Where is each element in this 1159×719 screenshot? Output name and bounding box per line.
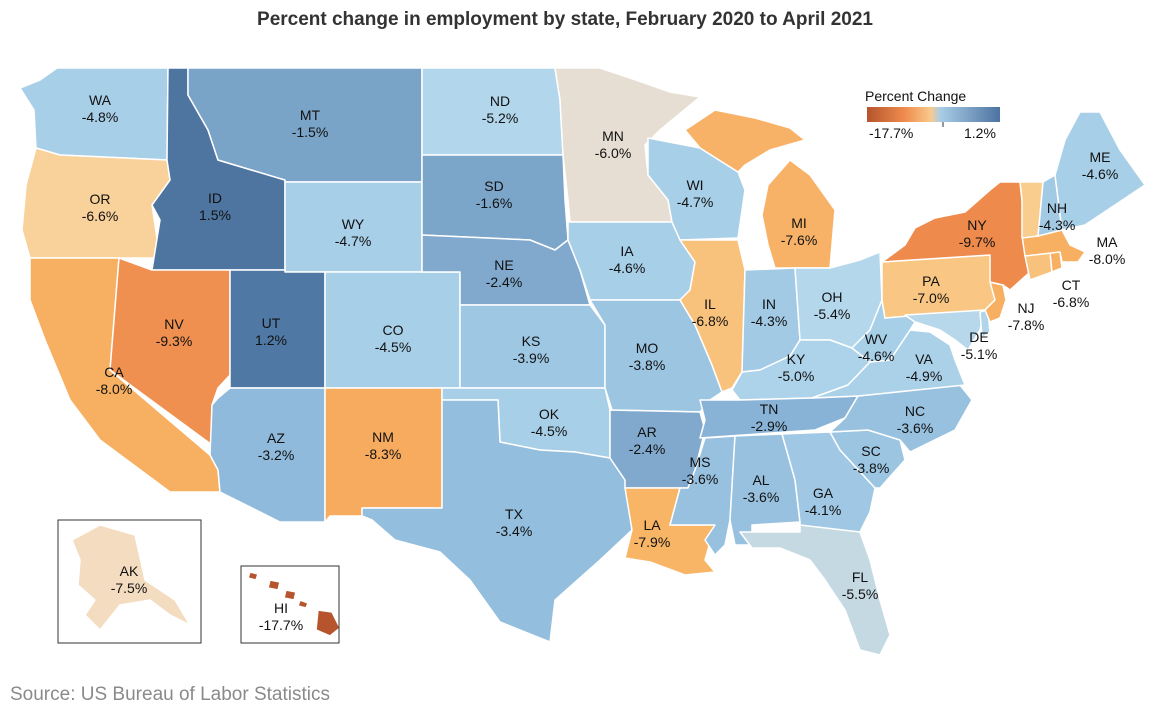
state-label: WA -4.8% [82, 92, 119, 125]
state-label: OR -6.6% [82, 191, 119, 224]
page-title: Percent change in employment by state, F… [257, 9, 873, 30]
state-label: MA -8.0% [1089, 234, 1126, 267]
state-label: AL -3.6% [743, 472, 780, 505]
state-ak[interactable] [71, 524, 191, 631]
state-label: NH -4.3% [1039, 200, 1076, 233]
states-layer [19, 67, 1146, 656]
state-label: CT -6.8% [1053, 277, 1090, 310]
state-label: MN -6.0% [595, 128, 632, 161]
state-label: AK -7.5% [111, 563, 148, 596]
state-ne[interactable] [421, 234, 591, 306]
state-label: NV -9.3% [156, 316, 193, 349]
state-label: IA -4.6% [609, 243, 646, 276]
state-label: OK -4.5% [531, 406, 568, 439]
state-label: ID 1.5% [199, 190, 231, 223]
state-label: SD -1.6% [476, 178, 513, 211]
state-label: CA -8.0% [96, 364, 133, 397]
state-label: MI -7.6% [781, 215, 818, 248]
state-label: IN -4.3% [751, 296, 788, 329]
state-nj[interactable] [984, 281, 1007, 323]
state-label: LA -7.9% [634, 517, 671, 550]
state-label: UT 1.2% [255, 315, 287, 348]
state-label: AZ -3.2% [258, 430, 295, 463]
state-label: PA -7.0% [913, 273, 950, 306]
state-label: MS -3.6% [682, 454, 719, 487]
state-label: FL -5.5% [842, 569, 879, 602]
state-fl[interactable] [739, 524, 891, 656]
state-label: CO -4.5% [375, 322, 412, 355]
state-label: VA -4.9% [906, 351, 943, 384]
state-label: NM -8.3% [365, 429, 402, 462]
state-label: KY -5.0% [778, 351, 815, 384]
state-nv[interactable] [109, 257, 231, 446]
state-or[interactable] [21, 147, 171, 259]
state-label: TN -2.9% [751, 401, 788, 434]
state-label: NE -2.4% [486, 257, 523, 290]
legend-max-label: 1.2% [964, 125, 996, 141]
state-label: NJ -7.8% [1008, 300, 1045, 333]
state-label: KS -3.9% [513, 333, 550, 366]
state-label: GA -4.1% [805, 485, 842, 518]
state-nh[interactable] [1037, 174, 1063, 237]
state-label: TX -3.4% [496, 506, 533, 539]
state-label: AR -2.4% [629, 424, 666, 457]
state-label: HI -17.7% [259, 600, 303, 633]
state-label: ME -4.6% [1082, 149, 1119, 182]
color-legend: Percent Change -17.7% 1.2% [865, 88, 1000, 141]
state-label: WY -4.7% [335, 216, 372, 249]
state-tx[interactable] [361, 399, 633, 643]
state-label: OH -5.4% [814, 289, 851, 322]
legend-title: Percent Change [865, 88, 966, 104]
state-label: MO -3.8% [629, 340, 666, 373]
state-hi[interactable] [247, 571, 341, 637]
state-label: ND -5.2% [482, 93, 519, 126]
state-il[interactable] [679, 239, 746, 393]
legend-color-bar [867, 107, 1000, 122]
source-note: Source: US Bureau of Labor Statistics [10, 684, 330, 705]
state-label: NC -3.6% [897, 403, 934, 436]
state-label: WV -4.6% [858, 331, 895, 364]
alaska-inset-frame [57, 519, 202, 644]
state-label: MT -1.5% [292, 107, 329, 140]
state-label: IL -6.8% [692, 296, 729, 329]
state-me[interactable] [1054, 111, 1146, 231]
state-label: WI -4.7% [677, 177, 714, 210]
state-labels: WA -4.8% OR -6.6% CA -8.0% ID 1.5% NV -9.3% M… [82, 92, 1126, 633]
state-label: NY -9.7% [959, 217, 996, 250]
state-pa[interactable] [881, 254, 999, 319]
state-label: SC -3.8% [853, 443, 890, 476]
state-label: DE -5.1% [961, 329, 998, 362]
legend-min-label: -17.7% [869, 125, 913, 141]
hawaii-inset-frame [240, 565, 340, 644]
state-ma[interactable] [1021, 229, 1086, 263]
